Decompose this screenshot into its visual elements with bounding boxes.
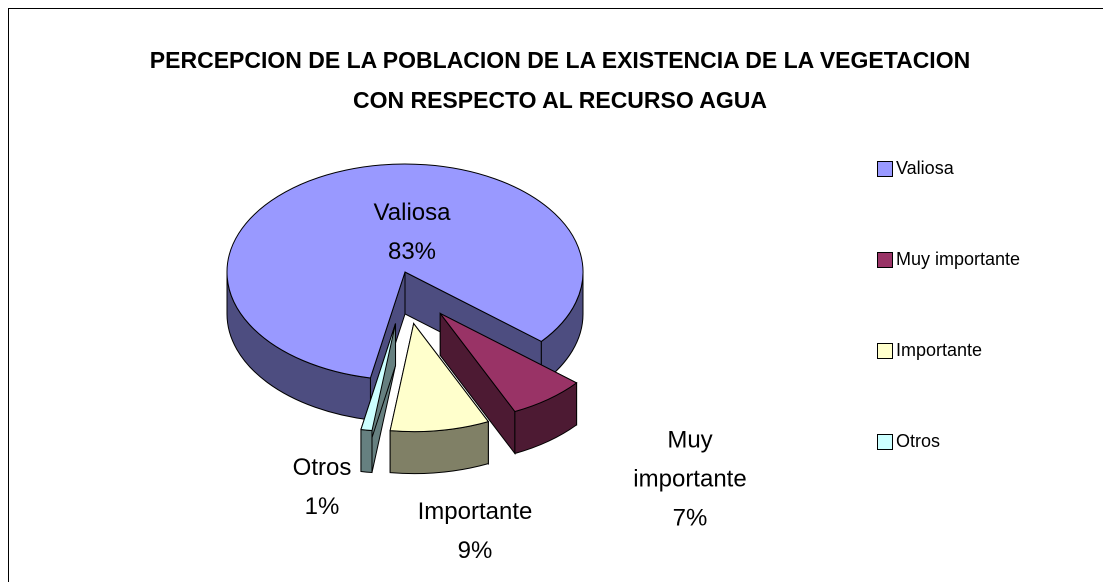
chart-title: PERCEPCION DE LA POBLACION DE LA EXISTEN… [149, 47, 971, 113]
slice-name: Otros [292, 454, 352, 481]
data-label: Otros 1% [293, 448, 352, 526]
legend-item: Muy importante [877, 249, 1020, 270]
legend-item: Valiosa [877, 158, 954, 179]
legend-item: Importante [877, 340, 982, 361]
legend-label: Otros [896, 431, 941, 451]
slice-name: Muy importante [633, 426, 747, 493]
legend-swatch [877, 342, 893, 359]
slice-side [360, 428, 373, 474]
legend-label: Muy importante [896, 249, 1021, 269]
slice-percent: 7% [672, 504, 708, 532]
slice-percent: 83% [387, 238, 437, 265]
legend-label: Valiosa [896, 158, 954, 178]
legend-swatch [877, 251, 893, 268]
slice-percent: 9% [457, 537, 493, 564]
data-label: Valiosa 83% [374, 193, 451, 271]
data-label: Importante 9% [418, 492, 533, 570]
pie-slice [389, 322, 490, 433]
slice-name: Valiosa [373, 199, 451, 226]
pie-slice [226, 163, 584, 379]
data-label: Muy importante 7% [615, 421, 765, 538]
legend-swatch [877, 160, 893, 177]
legend-label: Importante [896, 340, 983, 360]
legend-swatch [877, 433, 893, 450]
slice-percent: 1% [304, 493, 340, 520]
pie-slice [360, 323, 397, 432]
legend-item: Otros [877, 431, 940, 452]
pie-slice [439, 313, 578, 413]
slice-name: Importante [417, 498, 533, 525]
